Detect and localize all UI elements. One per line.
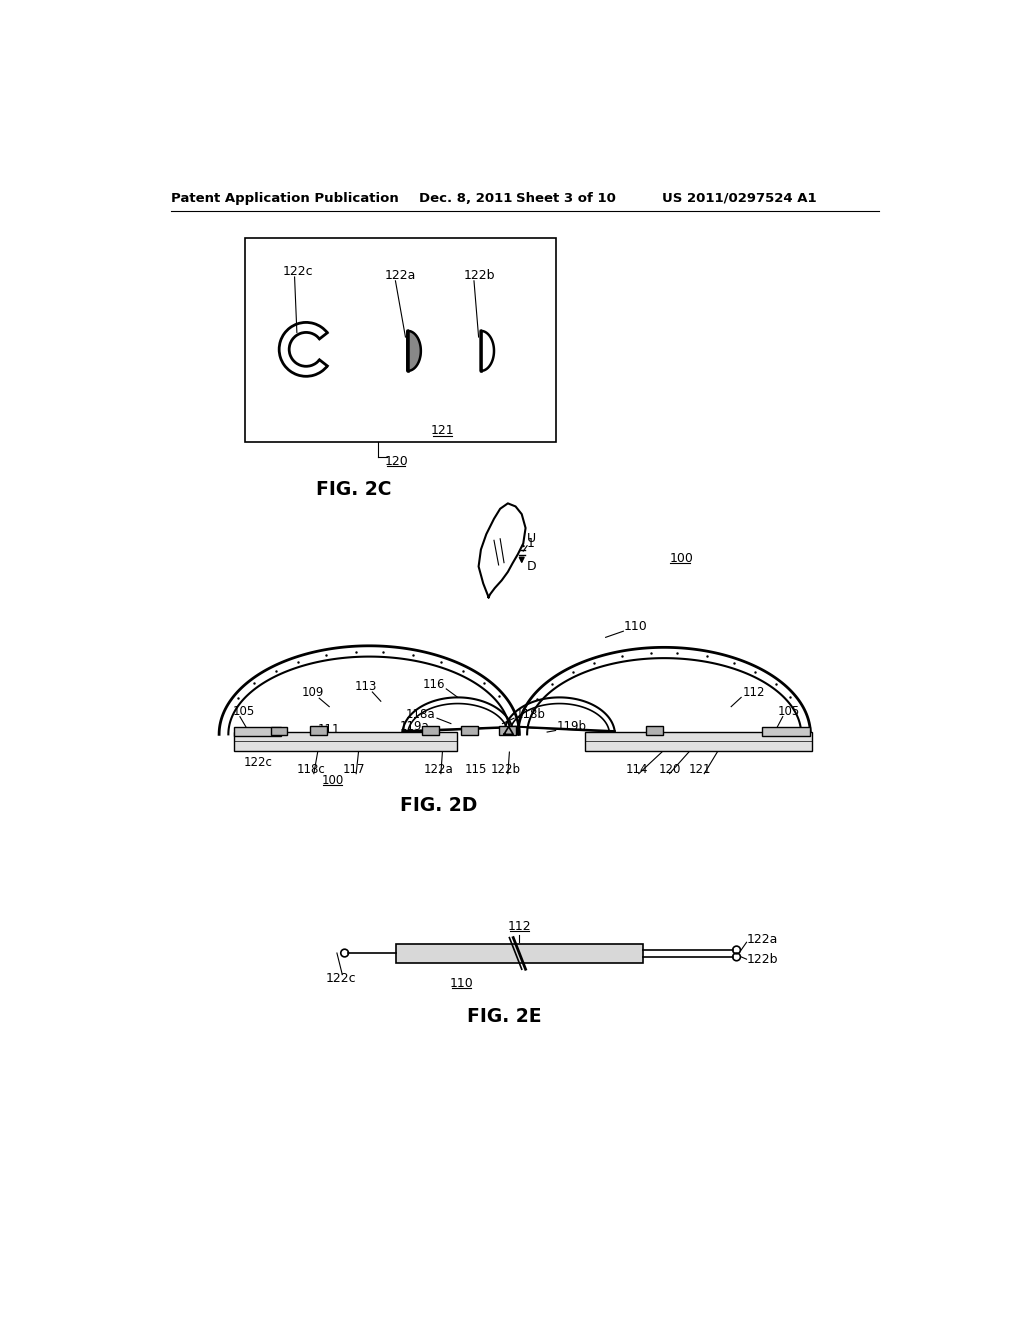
Text: 113: 113 (354, 680, 377, 693)
Text: D: D (527, 560, 537, 573)
Text: FIG. 2E: FIG. 2E (467, 1007, 542, 1027)
Text: 110: 110 (450, 977, 473, 990)
Text: 111: 111 (318, 723, 340, 737)
Bar (461, 726, 478, 735)
Text: 105: 105 (233, 705, 255, 718)
Text: FIG. 2D: FIG. 2D (400, 796, 477, 814)
Text: 120: 120 (658, 763, 681, 776)
Text: 122b: 122b (746, 953, 778, 966)
Text: US 2011/0297524 A1: US 2011/0297524 A1 (662, 191, 816, 205)
Bar (646, 726, 663, 735)
Text: U: U (527, 532, 537, 545)
Text: 109: 109 (302, 686, 325, 700)
Text: 100: 100 (322, 774, 343, 787)
Text: 120: 120 (384, 454, 409, 467)
Bar (233, 733, 457, 751)
Polygon shape (478, 503, 525, 598)
Text: 117: 117 (343, 763, 366, 776)
Text: Patent Application Publication: Patent Application Publication (171, 191, 398, 205)
Text: 122a: 122a (385, 269, 416, 282)
Text: 105: 105 (777, 705, 800, 718)
Text: 122b: 122b (490, 763, 520, 776)
Text: Sheet 3 of 10: Sheet 3 of 10 (516, 191, 615, 205)
Polygon shape (408, 331, 421, 371)
Text: Dec. 8, 2011: Dec. 8, 2011 (419, 191, 512, 205)
Text: 118b: 118b (515, 708, 546, 721)
Text: 1: 1 (527, 537, 535, 550)
Text: 122a: 122a (746, 933, 778, 946)
Text: 100: 100 (670, 552, 693, 565)
Text: 118a: 118a (406, 708, 435, 721)
Text: 114: 114 (626, 763, 648, 776)
Bar (233, 726, 282, 737)
Text: FIG. 2C: FIG. 2C (316, 480, 391, 499)
Text: 122a: 122a (424, 763, 454, 776)
Text: 115: 115 (465, 763, 487, 776)
Bar (245, 238, 556, 442)
Text: 116: 116 (422, 677, 444, 690)
Text: 110: 110 (624, 620, 647, 634)
Bar (271, 727, 287, 735)
Bar (500, 726, 516, 735)
Bar (396, 944, 643, 964)
Text: 119b: 119b (557, 721, 587, 733)
Text: 122c: 122c (326, 972, 356, 985)
Bar (422, 726, 439, 735)
Text: 119a: 119a (399, 721, 429, 733)
Bar (310, 726, 327, 735)
Text: 121: 121 (431, 425, 455, 437)
Bar (762, 726, 810, 737)
Text: 112: 112 (742, 686, 765, 700)
Text: 121: 121 (689, 763, 712, 776)
Text: 112: 112 (508, 920, 531, 933)
Text: 118c: 118c (297, 763, 326, 776)
Text: 122c: 122c (283, 265, 313, 279)
Bar (585, 733, 812, 751)
Text: 122b: 122b (463, 269, 495, 282)
Text: 122c: 122c (244, 756, 272, 770)
